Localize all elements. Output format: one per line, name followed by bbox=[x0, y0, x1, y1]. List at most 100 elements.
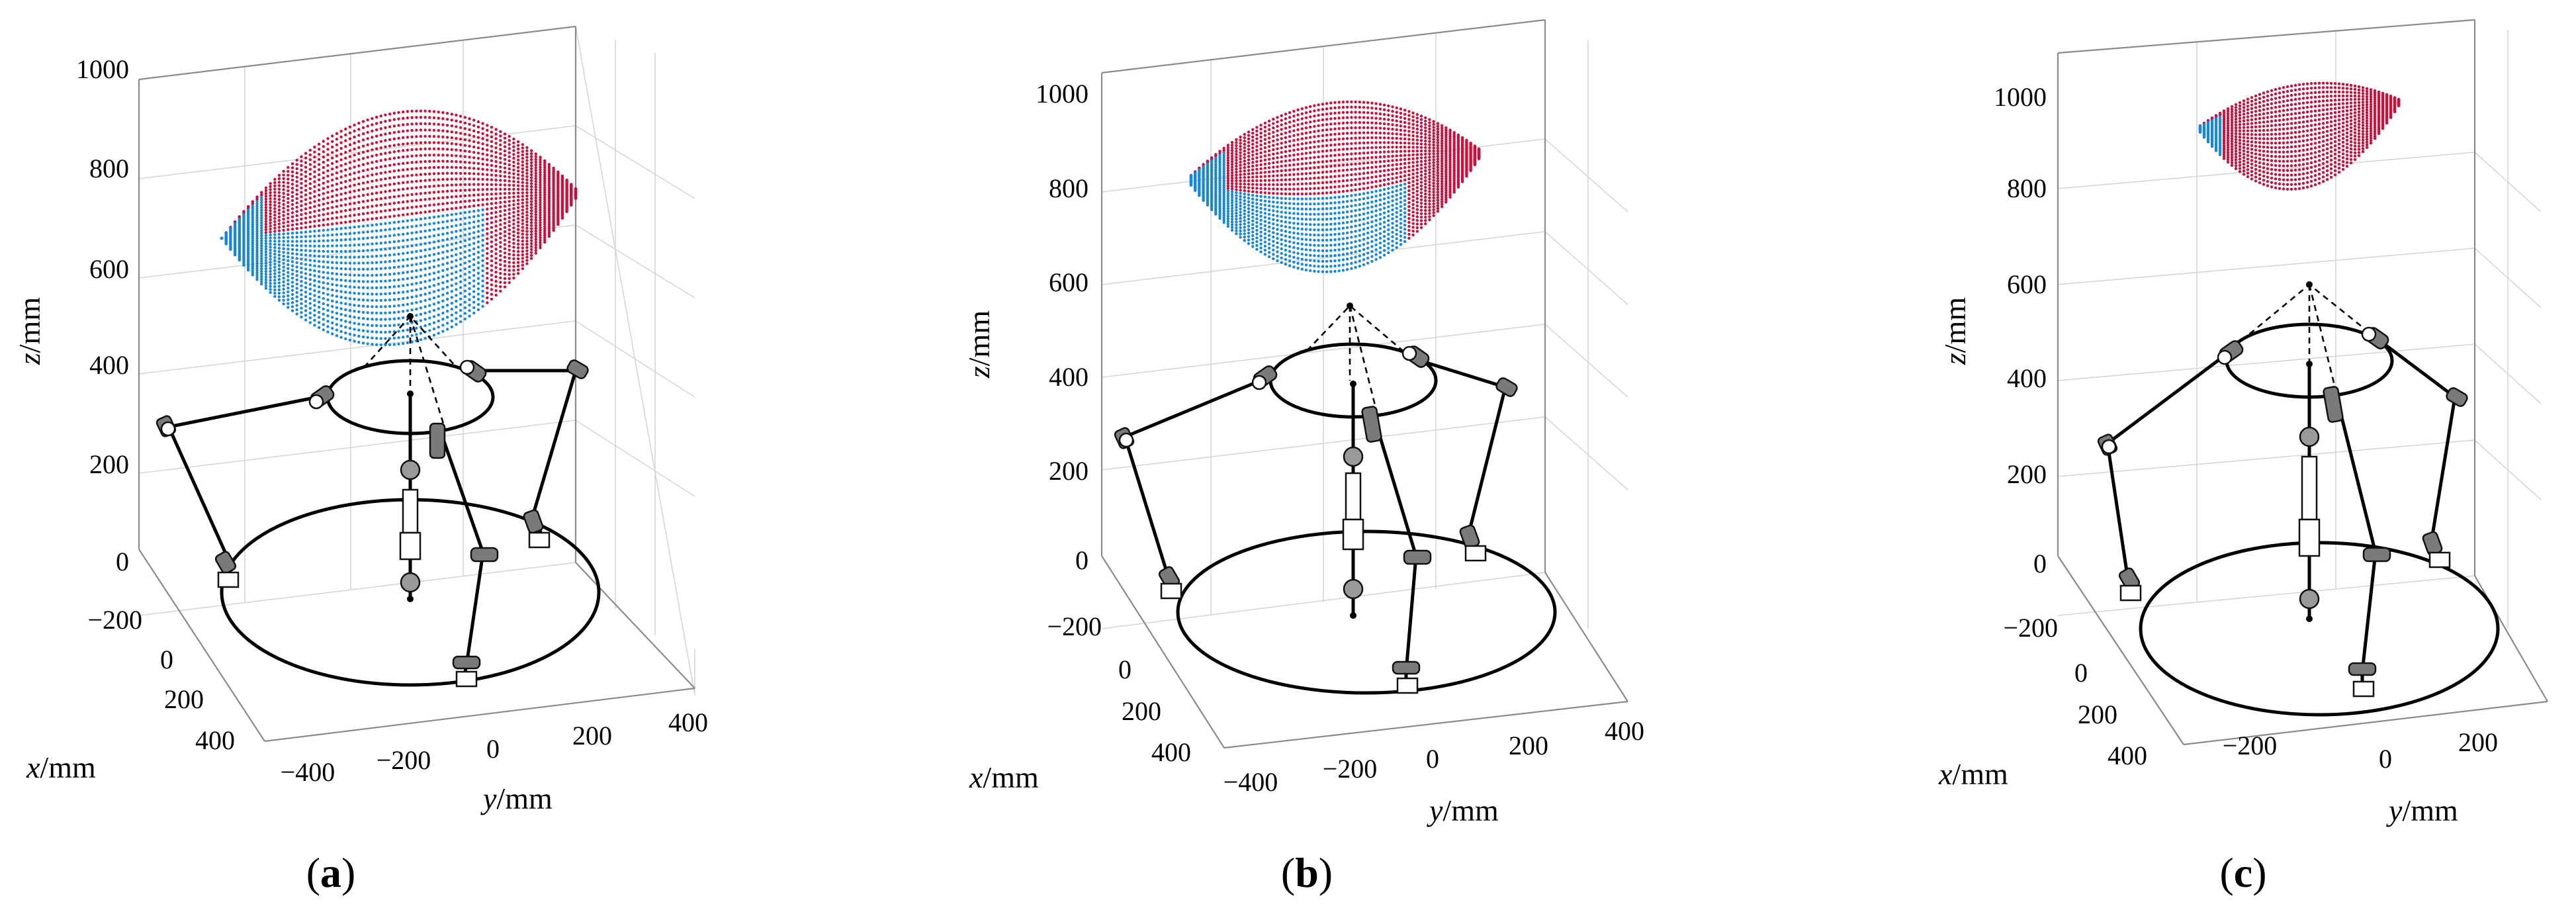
workspace-point bbox=[503, 162, 507, 165]
workspace-point bbox=[335, 160, 339, 163]
workspace-point bbox=[410, 161, 414, 164]
workspace-point bbox=[1378, 255, 1382, 259]
workspace-point bbox=[300, 275, 303, 279]
workspace-point bbox=[476, 235, 480, 238]
workspace-point bbox=[1329, 159, 1333, 163]
workspace-point bbox=[375, 128, 378, 132]
workspace-point bbox=[1288, 254, 1292, 258]
workspace-point bbox=[1391, 230, 1394, 234]
workspace-point bbox=[1424, 156, 1427, 159]
workspace-point bbox=[1304, 233, 1308, 236]
workspace-point bbox=[326, 271, 330, 275]
workspace-point bbox=[335, 250, 339, 253]
workspace-point bbox=[1272, 139, 1275, 143]
workspace-point bbox=[1329, 206, 1333, 210]
workspace-point bbox=[290, 248, 294, 251]
workspace-point bbox=[516, 220, 520, 224]
workspace-point bbox=[472, 167, 476, 170]
workspace-point bbox=[1292, 207, 1296, 210]
workspace-point bbox=[1415, 208, 1419, 211]
workspace-point bbox=[499, 152, 502, 156]
workspace-point bbox=[406, 122, 410, 126]
workspace-point bbox=[335, 334, 339, 338]
workspace-point bbox=[1296, 257, 1300, 260]
workspace-point bbox=[503, 166, 507, 169]
workspace-point bbox=[476, 219, 480, 223]
workspace-point bbox=[335, 222, 339, 225]
mechanism bbox=[155, 313, 601, 688]
workspace-point bbox=[1341, 163, 1345, 167]
workspace-point bbox=[450, 319, 453, 323]
workspace-point bbox=[543, 159, 547, 163]
workspace-point bbox=[503, 277, 507, 280]
workspace-point bbox=[437, 307, 440, 310]
workspace-point bbox=[481, 198, 484, 201]
workspace-point bbox=[1374, 204, 1378, 208]
workspace-point bbox=[1309, 223, 1312, 226]
workspace-point bbox=[463, 239, 466, 242]
workspace-point bbox=[1288, 183, 1292, 186]
workspace-point bbox=[543, 177, 547, 181]
workspace-point bbox=[1222, 214, 1225, 217]
workspace-point bbox=[534, 238, 537, 241]
workspace-point bbox=[1382, 253, 1386, 257]
workspace-point bbox=[1329, 228, 1333, 231]
workspace-point bbox=[300, 284, 303, 288]
workspace-point bbox=[516, 177, 520, 180]
workspace-point bbox=[1428, 134, 1431, 137]
workspace-point bbox=[1304, 192, 1308, 196]
workspace-point bbox=[406, 328, 410, 332]
workspace-point bbox=[1387, 141, 1390, 144]
workspace-point bbox=[1337, 116, 1341, 120]
workspace-point bbox=[521, 253, 524, 257]
workspace-point bbox=[290, 236, 294, 239]
workspace-point bbox=[459, 171, 463, 175]
workspace-point bbox=[264, 284, 268, 287]
workspace-point bbox=[1304, 131, 1308, 135]
workspace-point bbox=[415, 295, 418, 298]
workspace-point bbox=[375, 115, 378, 119]
workspace-point bbox=[406, 341, 410, 345]
workspace-point bbox=[304, 318, 308, 322]
workspace-point bbox=[366, 255, 369, 259]
workspace-point bbox=[277, 243, 281, 246]
workspace-point bbox=[437, 190, 440, 194]
workspace-point bbox=[282, 287, 285, 291]
workspace-point bbox=[308, 220, 312, 224]
workspace-point bbox=[503, 247, 507, 250]
workspace-point bbox=[1304, 238, 1308, 242]
workspace-point bbox=[423, 122, 427, 126]
workspace-point bbox=[1317, 212, 1320, 216]
workspace-point bbox=[1358, 213, 1361, 216]
workspace-point bbox=[331, 283, 334, 286]
workspace-point bbox=[1403, 223, 1407, 227]
workspace-point bbox=[508, 159, 511, 163]
workspace-point bbox=[476, 277, 480, 280]
workspace-point bbox=[543, 200, 547, 203]
workspace-point bbox=[481, 295, 484, 298]
workspace-point bbox=[1288, 259, 1292, 263]
workspace-point bbox=[1391, 222, 1394, 225]
workspace-point bbox=[1304, 218, 1308, 221]
workspace-point bbox=[428, 228, 431, 232]
workspace-point bbox=[1321, 118, 1325, 122]
workspace-point bbox=[317, 229, 321, 232]
workspace-point bbox=[463, 116, 466, 119]
workspace-point bbox=[410, 193, 414, 197]
workspace-point bbox=[282, 173, 285, 177]
workspace-point bbox=[1399, 111, 1403, 115]
workspace-point bbox=[397, 304, 400, 307]
workspace-point bbox=[1337, 153, 1341, 157]
workspace-point bbox=[463, 216, 466, 220]
workspace-point bbox=[499, 285, 502, 289]
workspace-point bbox=[1247, 232, 1251, 235]
workspace-point bbox=[1313, 119, 1316, 123]
workspace-point bbox=[1222, 146, 1225, 150]
workspace-point bbox=[490, 145, 494, 148]
workspace-point bbox=[344, 320, 347, 323]
y-tick: 0 bbox=[486, 734, 500, 764]
workspace-point bbox=[353, 238, 356, 241]
workspace-point bbox=[384, 222, 387, 225]
workspace-point bbox=[499, 179, 502, 182]
workspace-point bbox=[1358, 111, 1361, 114]
